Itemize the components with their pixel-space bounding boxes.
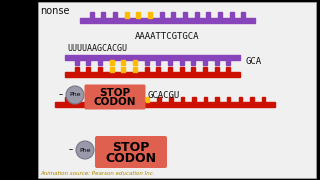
- Bar: [180, 67, 184, 72]
- Text: Phe: Phe: [79, 147, 91, 152]
- Bar: [88, 97, 92, 102]
- Bar: [80, 18, 255, 23]
- Text: Animation source: Pearson education Inc.: Animation source: Pearson education Inc.: [40, 171, 155, 176]
- Bar: [215, 97, 219, 102]
- Bar: [156, 60, 160, 65]
- Bar: [160, 12, 164, 18]
- Bar: [111, 97, 115, 102]
- Bar: [86, 60, 90, 65]
- Bar: [192, 97, 196, 102]
- Text: UUUUAAGCACGU: UUUUAAGCACGU: [67, 44, 127, 53]
- Bar: [65, 97, 68, 102]
- Text: CODON: CODON: [106, 152, 156, 165]
- Bar: [110, 67, 114, 72]
- Circle shape: [76, 141, 94, 159]
- Text: CODON: CODON: [94, 97, 136, 107]
- Text: GCACGU: GCACGU: [147, 91, 179, 100]
- Text: AAAATTCGTGCA: AAAATTCGTGCA: [135, 32, 200, 41]
- Bar: [123, 97, 126, 102]
- Bar: [203, 67, 207, 72]
- Bar: [195, 12, 199, 18]
- Bar: [215, 67, 219, 72]
- Bar: [227, 97, 230, 102]
- Bar: [218, 12, 222, 18]
- Bar: [145, 60, 149, 65]
- Bar: [250, 97, 253, 102]
- Bar: [191, 60, 195, 65]
- Bar: [125, 12, 129, 18]
- Bar: [262, 97, 265, 102]
- Bar: [168, 60, 172, 65]
- Bar: [203, 60, 207, 65]
- Bar: [180, 97, 184, 102]
- Bar: [65, 55, 240, 60]
- Bar: [121, 67, 125, 72]
- Circle shape: [66, 86, 84, 104]
- Bar: [180, 60, 184, 65]
- Bar: [133, 67, 137, 72]
- Bar: [171, 12, 175, 18]
- Bar: [168, 67, 172, 72]
- Text: –: –: [59, 91, 63, 100]
- Bar: [75, 60, 79, 65]
- Bar: [100, 97, 103, 102]
- Bar: [204, 97, 207, 102]
- FancyBboxPatch shape: [95, 136, 167, 168]
- Text: Phe: Phe: [69, 93, 81, 98]
- Bar: [133, 60, 137, 65]
- Bar: [38, 2, 316, 178]
- Bar: [145, 67, 149, 72]
- Text: STOP: STOP: [112, 141, 150, 154]
- Bar: [136, 12, 140, 18]
- Bar: [76, 97, 80, 102]
- Text: STOP: STOP: [100, 88, 131, 98]
- Bar: [226, 60, 230, 65]
- Bar: [148, 12, 152, 18]
- Bar: [191, 67, 195, 72]
- Bar: [121, 60, 125, 65]
- Text: nonse: nonse: [40, 6, 69, 16]
- Bar: [98, 67, 102, 72]
- Bar: [169, 97, 172, 102]
- Bar: [146, 97, 149, 102]
- Bar: [134, 97, 138, 102]
- Bar: [55, 102, 275, 107]
- Bar: [238, 97, 242, 102]
- Bar: [230, 12, 234, 18]
- Bar: [65, 72, 240, 77]
- Bar: [110, 60, 114, 65]
- Bar: [75, 67, 79, 72]
- Bar: [113, 12, 117, 18]
- Bar: [206, 12, 210, 18]
- Bar: [101, 12, 105, 18]
- Bar: [156, 67, 160, 72]
- Bar: [226, 67, 230, 72]
- Text: GCA: GCA: [245, 57, 261, 66]
- Bar: [86, 67, 90, 72]
- Bar: [90, 12, 94, 18]
- Bar: [183, 12, 187, 18]
- Bar: [157, 97, 161, 102]
- Bar: [241, 12, 245, 18]
- FancyBboxPatch shape: [84, 84, 146, 109]
- Bar: [215, 60, 219, 65]
- Bar: [98, 60, 102, 65]
- Text: –: –: [69, 145, 73, 154]
